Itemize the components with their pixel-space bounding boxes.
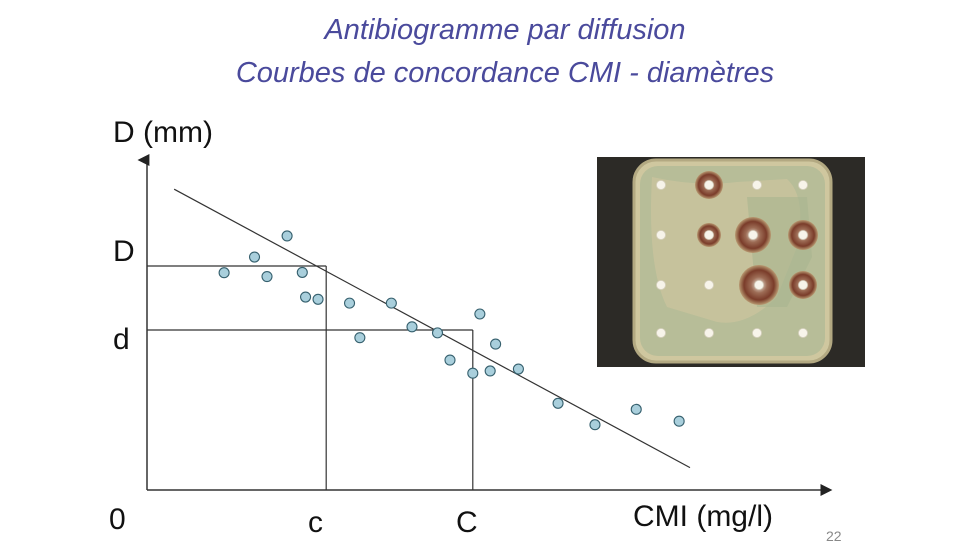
data-point-12 — [431, 327, 444, 339]
data-point-10 — [354, 332, 366, 344]
data-point-3 — [261, 271, 273, 283]
data-point-14 — [444, 354, 456, 366]
title-line-1: Antibiogramme par diffusion — [324, 14, 686, 46]
data-point-4 — [218, 267, 230, 279]
data-point-8 — [343, 297, 356, 309]
data-point-11 — [406, 321, 418, 333]
data-point-18 — [512, 363, 524, 375]
page-number: 22 — [826, 528, 842, 544]
data-point-16 — [484, 365, 496, 377]
data-point-21 — [630, 403, 642, 415]
data-point-7 — [300, 291, 312, 303]
data-point-5 — [296, 266, 308, 278]
title-line-2: Courbes de concordance CMI - diamètres — [235, 57, 775, 89]
data-point-2 — [281, 230, 293, 242]
data-point-17 — [490, 338, 502, 350]
y-tick-label-d: d — [113, 323, 130, 356]
data-point-9 — [385, 297, 397, 309]
y-tick-label-D: D — [113, 235, 135, 268]
data-point-13 — [474, 308, 486, 320]
data-point-19 — [552, 397, 564, 409]
data-point-1 — [248, 251, 261, 263]
regression-line — [173, 188, 691, 469]
data-point-22 — [673, 415, 685, 427]
data-point-20 — [589, 419, 601, 431]
x-tick-label-0: 0 — [109, 503, 126, 536]
x-tick-label-C: C — [456, 506, 478, 539]
x-axis-label: CMI (mg/l) — [633, 500, 773, 533]
data-point-6 — [312, 293, 324, 305]
x-tick-label-c: c — [308, 506, 323, 539]
agar-plate-photo — [597, 157, 865, 367]
y-axis-label: D (mm) — [113, 116, 213, 149]
data-point-15 — [467, 367, 479, 379]
